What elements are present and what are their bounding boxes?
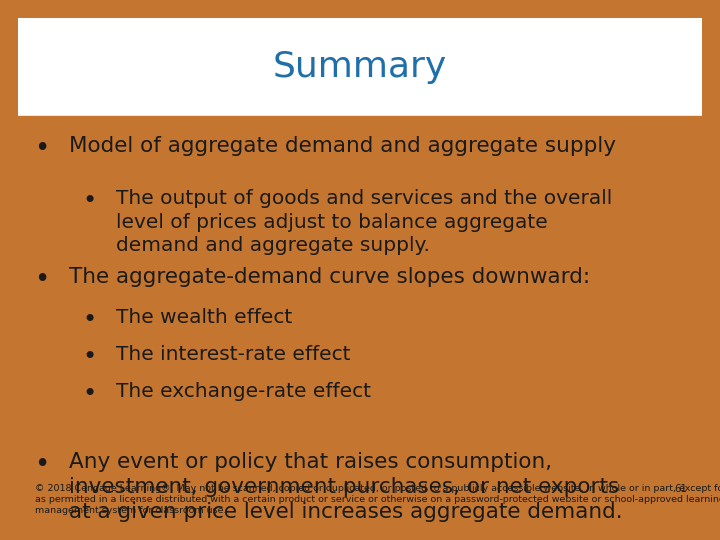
Text: The aggregate-demand curve slopes downward:: The aggregate-demand curve slopes downwa… (69, 267, 590, 287)
Text: •: • (83, 308, 97, 332)
Text: The output of goods and services and the overall
level of prices adjust to balan: The output of goods and services and the… (116, 190, 612, 255)
Text: •: • (35, 453, 50, 478)
Text: •: • (35, 267, 50, 293)
Text: The interest-rate effect: The interest-rate effect (116, 345, 351, 363)
Text: Any event or policy that raises consumption,
investment, government purchases, o: Any event or policy that raises consumpt… (69, 453, 623, 522)
Text: The exchange-rate effect: The exchange-rate effect (116, 382, 371, 401)
Text: Model of aggregate demand and aggregate supply: Model of aggregate demand and aggregate … (69, 137, 616, 157)
Bar (18, 18, 702, 116)
Text: Summary: Summary (273, 50, 447, 84)
Text: •: • (35, 137, 50, 163)
Text: •: • (83, 382, 97, 406)
Text: © 2018 Cengage Learning®. May not be scanned, copied or duplicated, or posted to: © 2018 Cengage Learning®. May not be sca… (35, 484, 720, 515)
Text: 61: 61 (674, 484, 687, 494)
Text: The wealth effect: The wealth effect (116, 308, 292, 327)
Text: •: • (83, 345, 97, 369)
Text: •: • (83, 190, 97, 213)
